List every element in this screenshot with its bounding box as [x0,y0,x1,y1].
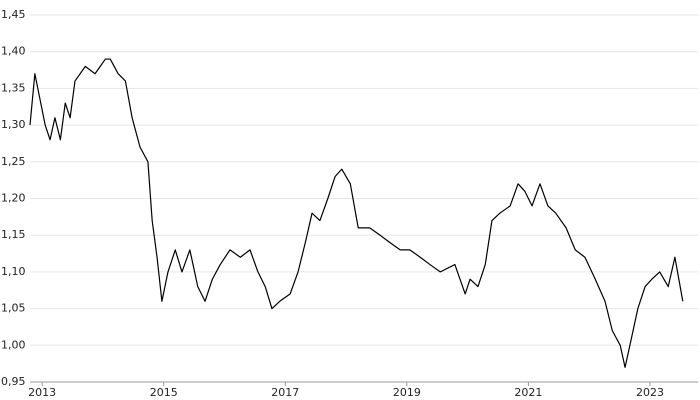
y-tick-label: 1,05 [1,302,26,315]
y-tick-label: 0,95 [1,375,26,388]
y-tick-label: 1,30 [1,118,26,131]
x-tick-label: 2019 [393,386,421,399]
x-tick-label: 2015 [150,386,178,399]
x-tick-label: 2021 [514,386,542,399]
price-line [29,58,684,368]
y-tick-label: 1,20 [1,192,26,205]
x-tick-label: 2017 [271,386,299,399]
x-tick-label: 2023 [636,386,664,399]
y-tick-label: 1,00 [1,338,26,351]
x-tick-label: 2013 [28,386,56,399]
y-tick-label: 1,35 [1,81,26,94]
y-tick-label: 1,45 [1,8,26,21]
y-tick-label: 1,40 [1,45,26,58]
y-tick-label: 1,15 [1,228,26,241]
y-tick-label: 1,25 [1,155,26,168]
y-tick-label: 1,10 [1,265,26,278]
